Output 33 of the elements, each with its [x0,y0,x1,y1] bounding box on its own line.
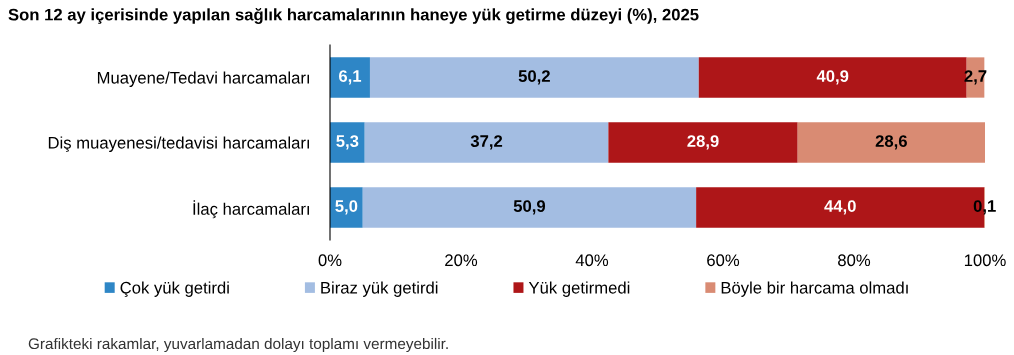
x-tick-label: 20% [445,254,478,267]
y-tick-label: Muayene/Tedavi harcamaları [97,71,309,87]
data-label: 5,0 [335,200,358,215]
legend-label: Yük getirmedi [528,281,630,297]
x-tick-label: 100% [964,254,1006,267]
text: Grafikteki rakamlar, yuvarlamadan dolayı toplamı vermeyebilir. [28,337,448,353]
x-tick-label: 0% [318,254,342,267]
bar [330,187,363,228]
bar [797,122,985,163]
chart-title: Son 12 ay içerisinde yapılan sağlık harcamalarının haneye yük getirme düzeyi (%), 2025 [8,8,699,24]
data-label: 40,9 [816,70,849,85]
x-tick-label: 60% [707,254,740,267]
bar [330,57,370,98]
data-label: 5,3 [336,135,359,150]
data-label: 6,1 [339,70,362,85]
data-label: 50,2 [518,70,550,85]
data-label: 44,0 [824,200,856,215]
data-label: 28,9 [687,135,719,150]
x-tick-label: 80% [838,254,871,267]
legend-label: Böyle bir harcama olmadı [721,281,908,297]
legend-label: Biraz yük getirdi [321,281,438,297]
data-label: 37,2 [470,135,503,150]
bar [364,122,609,163]
bar [330,122,365,163]
y-tick-label: İlaç harcamaları [193,200,309,219]
data-label: 50,9 [513,200,546,215]
legend-label: Çok yük getirdi [120,281,229,297]
bar [608,122,798,163]
y-tick-label: Diş muayenesi/tedavisi harcamaları [48,136,309,153]
data-label: 28,6 [875,135,907,150]
bar [369,57,699,98]
x-tick-label: 40% [575,254,609,267]
bar [362,187,697,228]
